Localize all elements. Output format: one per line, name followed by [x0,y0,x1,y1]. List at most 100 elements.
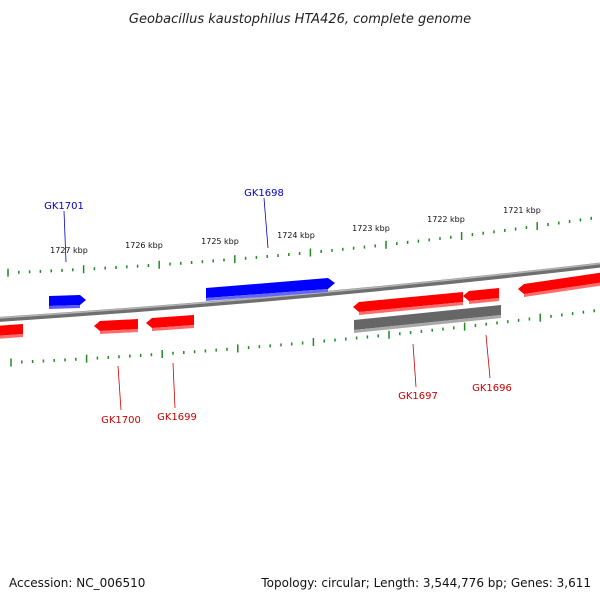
minor-tick [525,226,528,230]
minor-tick [301,341,304,345]
minor-tick [150,353,153,357]
minor-tick [420,329,423,333]
minor-tick [169,262,171,266]
gene-GK1700[interactable] [94,319,138,334]
scale-label: 1725 kbp [201,237,239,246]
minor-tick [363,245,366,249]
scale-label: 1722 kbp [427,215,465,224]
minor-tick [331,248,333,252]
major-tick [158,260,160,269]
minor-tick [247,346,250,350]
minor-tick [28,270,31,274]
minor-tick [277,254,279,258]
minor-tick [75,357,77,361]
minor-tick [53,358,55,362]
scale-label: 1726 kbp [125,241,163,250]
gene-GK1701[interactable] [49,295,86,309]
major-tick [463,322,466,331]
minor-tick [377,334,379,338]
genome-backbone [0,262,600,322]
minor-tick [115,265,117,269]
scale-label: 1727 kbp [50,246,88,255]
minor-tick [582,310,585,314]
major-tick [82,265,85,274]
minor-tick [409,331,412,335]
minor-tick [244,256,247,260]
minor-tick [18,270,20,274]
map-title: Geobacillus kaustophilus HTA426, complet… [129,12,471,27]
scale-labels: 1727 kbp 1726 kbp 1725 kbp 1724 kbp 1723… [50,206,541,255]
minor-tick [172,351,174,355]
scale-label: 1721 kbp [503,206,541,215]
major-tick [309,248,312,257]
minor-tick [396,242,398,246]
minor-tick [31,360,34,364]
minor-tick [21,360,23,364]
minor-tick [453,326,455,330]
inner-scale-ticks [10,309,595,367]
minor-tick [42,359,45,363]
minor-tick [547,223,549,227]
accession-text: Accession: NC_006510 [9,576,146,590]
minor-tick [204,349,207,353]
minor-tick [474,323,477,327]
major-tick [388,330,390,339]
gene-GK1698[interactable] [206,278,335,301]
gene-GK1696[interactable] [463,288,499,304]
minor-tick [61,268,63,272]
minor-tick [180,261,182,265]
scale-label: 1723 kbp [352,224,390,233]
minor-tick [72,268,74,272]
outer-scale-ticks [7,216,592,277]
gene-partial-right[interactable] [518,272,600,297]
gene-partial-left[interactable] [0,324,23,339]
minor-tick [118,355,120,359]
minor-tick [280,343,282,347]
scale-label: 1724 kbp [277,231,315,240]
minor-tick [428,238,430,242]
major-tick [7,268,9,277]
minor-tick [504,228,506,232]
minor-tick [366,335,369,339]
minor-tick [450,235,452,239]
minor-tick [568,219,571,223]
minor-tick [590,216,592,220]
minor-tick [399,332,401,336]
feature-gray[interactable] [354,305,501,333]
minor-tick [558,221,560,225]
minor-tick [183,351,185,355]
minor-tick [93,267,96,271]
minor-tick [291,342,293,346]
minor-tick [334,338,336,342]
minor-tick [439,237,441,241]
minor-tick [288,253,290,257]
major-tick [385,240,387,249]
minor-tick [345,337,347,341]
minor-tick [442,327,444,331]
minor-tick [374,244,376,248]
gene-GK1697[interactable] [353,292,463,315]
minor-tick [561,313,563,317]
gene-GK1699[interactable] [146,315,194,331]
minor-tick [323,339,325,343]
minor-tick [193,350,196,354]
minor-tick [269,344,271,348]
minor-tick [593,309,595,313]
minor-tick [342,247,344,251]
minor-tick [190,261,193,265]
minor-tick [528,317,531,321]
minor-tick [39,269,42,273]
minor-tick [471,233,474,237]
major-tick [312,338,315,347]
minor-tick [550,314,552,318]
minor-tick [201,260,204,264]
minor-tick [493,230,495,234]
minor-tick [507,320,509,324]
major-tick [237,344,239,353]
major-tick [460,231,463,240]
minor-tick [406,240,409,244]
minor-tick [136,264,139,268]
major-tick [536,222,538,231]
minor-tick [517,318,520,322]
